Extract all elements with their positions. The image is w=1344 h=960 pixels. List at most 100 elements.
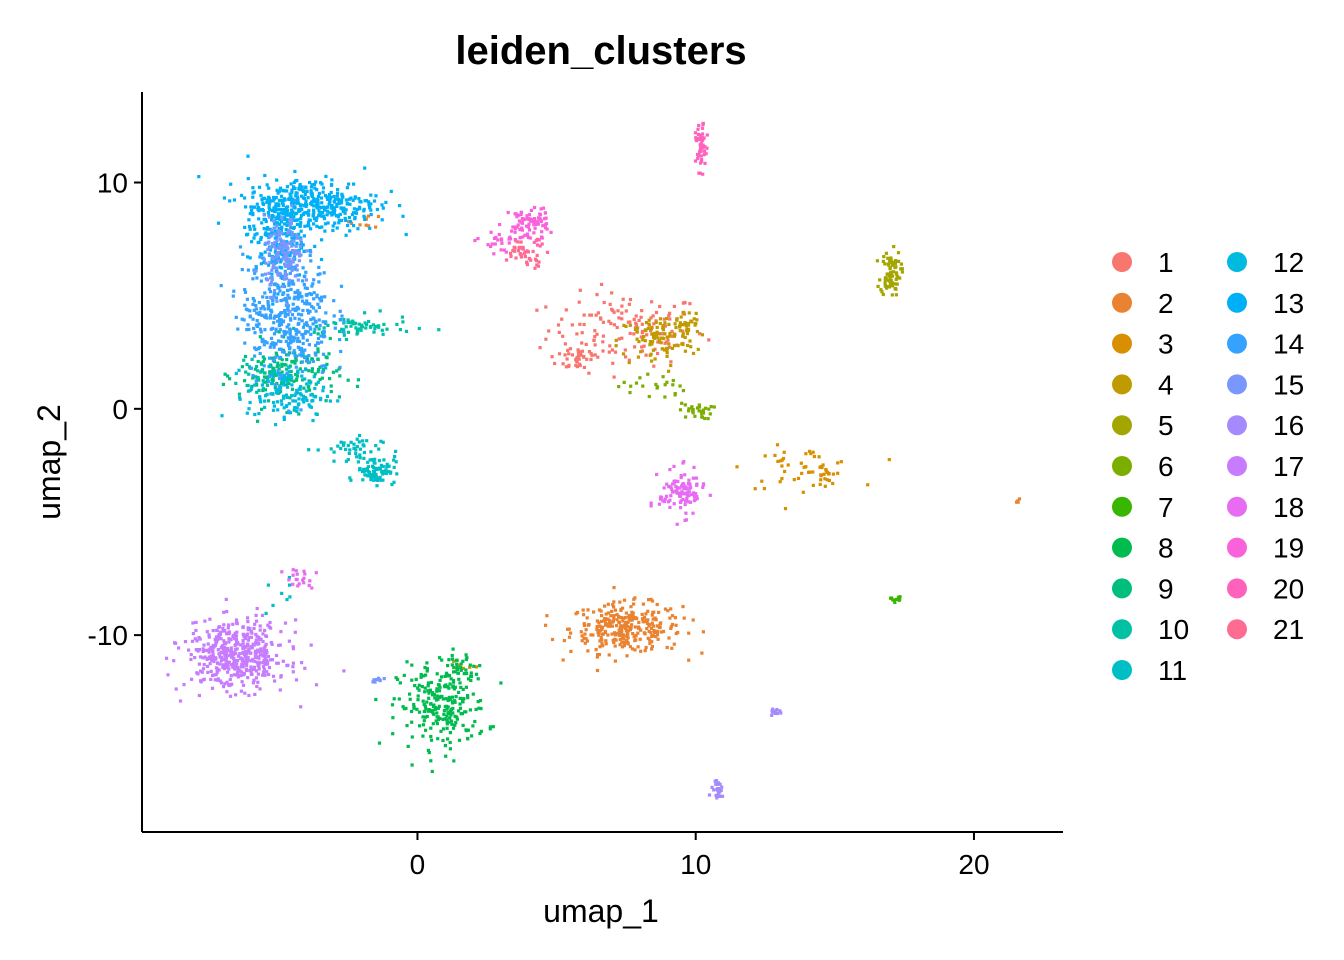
data-point <box>236 642 240 646</box>
data-point <box>442 709 446 713</box>
data-point <box>344 447 348 451</box>
data-point <box>294 244 298 248</box>
data-point <box>598 639 602 643</box>
data-point <box>672 502 676 506</box>
data-point <box>276 212 281 216</box>
data-point <box>286 342 290 346</box>
data-point <box>214 635 219 639</box>
data-point <box>441 717 445 721</box>
data-point <box>320 295 324 299</box>
data-point <box>704 152 708 156</box>
data-point <box>418 724 422 728</box>
data-point <box>392 480 396 484</box>
data-point <box>441 738 445 743</box>
data-point <box>271 378 275 382</box>
data-point <box>229 663 233 667</box>
data-point <box>633 596 637 600</box>
data-point <box>581 608 585 612</box>
data-point <box>288 271 292 275</box>
data-point <box>266 399 271 403</box>
data-point <box>363 199 367 203</box>
data-point <box>502 248 506 252</box>
data-point <box>679 492 683 496</box>
data-point <box>675 522 679 526</box>
data-point <box>279 630 283 634</box>
data-point <box>506 210 510 215</box>
data-point <box>376 676 381 680</box>
data-point <box>293 291 297 295</box>
data-point <box>235 662 239 666</box>
data-point <box>492 236 497 240</box>
data-point <box>649 316 653 320</box>
data-point <box>880 290 884 294</box>
data-point <box>468 708 472 712</box>
data-point <box>620 629 624 633</box>
data-point <box>353 196 357 200</box>
data-point <box>468 663 472 667</box>
data-point <box>320 201 324 205</box>
data-point <box>682 616 686 620</box>
data-point <box>293 169 297 174</box>
data-point <box>363 311 367 315</box>
data-point <box>889 272 893 277</box>
data-point <box>238 397 242 401</box>
data-point <box>567 352 571 356</box>
data-point <box>410 678 414 682</box>
data-point <box>606 624 610 628</box>
data-point <box>269 229 273 233</box>
data-point <box>321 186 326 190</box>
data-point <box>257 661 262 665</box>
data-point <box>272 345 276 349</box>
data-point <box>228 377 232 381</box>
data-point <box>601 632 606 636</box>
data-point <box>364 223 368 227</box>
data-point <box>455 717 459 721</box>
data-point <box>351 198 355 202</box>
data-point <box>358 200 362 204</box>
data-point <box>290 376 294 380</box>
data-point <box>541 206 546 210</box>
data-point <box>286 231 290 235</box>
data-point <box>621 606 625 610</box>
data-point <box>340 198 344 202</box>
data-point <box>292 379 296 383</box>
data-point <box>639 335 643 339</box>
data-point <box>282 396 286 400</box>
data-point <box>299 385 303 389</box>
data-point <box>254 379 258 383</box>
data-point <box>258 351 262 356</box>
data-point <box>339 440 343 444</box>
data-point <box>252 224 256 228</box>
data-point <box>608 302 612 306</box>
data-point <box>661 326 665 330</box>
data-point <box>622 323 626 327</box>
data-point <box>270 382 274 386</box>
data-point <box>271 358 275 363</box>
data-point <box>256 680 260 684</box>
data-point <box>259 252 263 256</box>
data-point <box>392 458 396 462</box>
data-point <box>612 323 616 327</box>
data-point <box>304 368 308 372</box>
data-point <box>780 477 784 481</box>
data-point <box>275 238 279 243</box>
data-point <box>623 625 627 629</box>
data-point <box>303 377 307 381</box>
data-point <box>281 376 285 380</box>
data-point <box>266 300 270 304</box>
data-point <box>388 471 392 475</box>
data-point <box>216 221 221 225</box>
data-point <box>274 329 278 333</box>
data-point <box>267 252 271 256</box>
data-point <box>291 260 295 264</box>
data-point <box>298 392 302 396</box>
data-point <box>254 669 258 673</box>
data-point <box>297 232 301 236</box>
data-point <box>652 364 656 368</box>
data-point <box>697 403 701 407</box>
data-point <box>218 662 222 666</box>
data-point <box>296 292 301 296</box>
data-point <box>423 686 427 690</box>
legend-item-5: 5 <box>1112 410 1174 441</box>
data-point <box>308 218 312 222</box>
